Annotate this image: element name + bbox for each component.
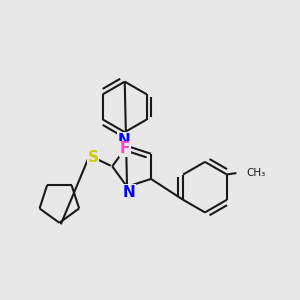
Text: S: S	[87, 150, 98, 165]
Text: CH₃: CH₃	[246, 168, 265, 178]
Text: N: N	[118, 133, 130, 148]
Text: N: N	[122, 184, 135, 200]
Text: F: F	[119, 141, 130, 156]
